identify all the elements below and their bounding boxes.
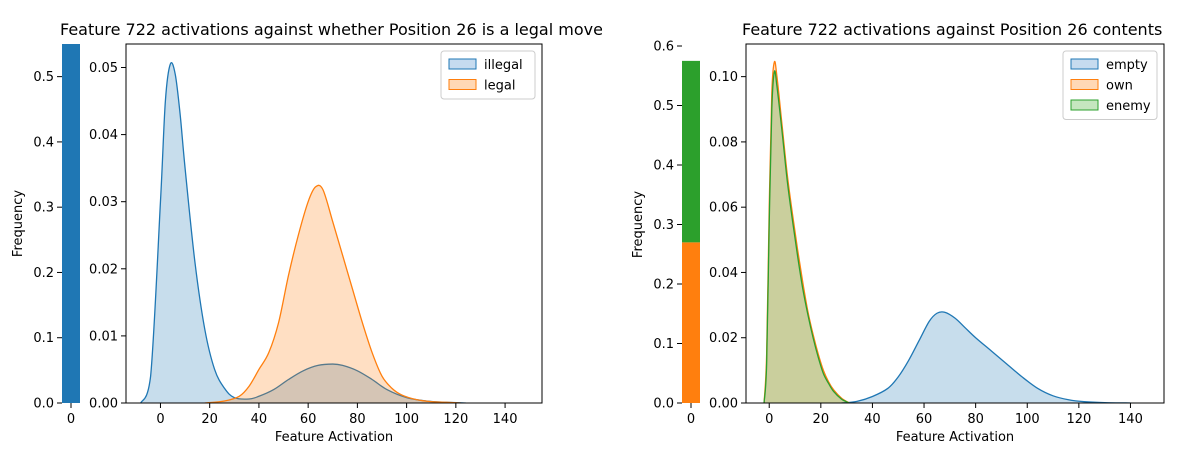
bar-ytick-label: 0.1: [33, 331, 54, 346]
bar-ytick-label: 0.3: [33, 201, 54, 216]
legend-label-legal: legal: [484, 79, 515, 94]
legend-label-enemy: enemy: [1106, 99, 1151, 114]
legend-swatch-enemy: [1070, 99, 1099, 111]
xtick-label: 120: [1066, 412, 1091, 427]
title-group: Feature 722 activations against whether …: [60, 20, 603, 39]
xtick-label: 40: [864, 412, 881, 427]
ytick-label: 0.00: [89, 397, 118, 412]
plot-frame: [125, 43, 543, 404]
ytick-label: 0.04: [89, 128, 118, 143]
bar-xtick-label: 0: [687, 412, 695, 427]
ytick-label: 0.03: [89, 195, 118, 210]
legend-swatch-illegal: [448, 58, 477, 70]
bar-ytick-label: 0.1: [653, 337, 674, 352]
title-group: Feature 722 activations against Position…: [742, 20, 1162, 39]
bar-segment: [62, 44, 80, 403]
bar-ytick-label: 0.5: [33, 70, 54, 85]
bar-ytick-label: 0.0: [653, 397, 674, 412]
series-own-area: [764, 61, 850, 403]
xtick-label: 80: [967, 412, 984, 427]
series-enemy-area: [764, 70, 850, 403]
series-empty-line: [841, 311, 1131, 403]
xtick-label: 140: [493, 412, 518, 427]
x-axis-label: Feature Activation: [896, 430, 1014, 445]
xtick-label: 0: [765, 412, 773, 427]
xtick-label: 100: [394, 412, 419, 427]
bar-ytick-label: 0.4: [33, 135, 54, 150]
bar-ytick-label: 0.3: [653, 218, 674, 233]
ytick-label: 0.10: [709, 70, 738, 85]
bar-segment: [682, 242, 700, 403]
chart-title: Feature 722 activations against whether …: [60, 20, 603, 39]
ytick-label: 0.05: [89, 61, 118, 76]
bar-ytick-label: 0.5: [653, 99, 674, 114]
series-layer: [763, 60, 1131, 403]
xtick-label: 60: [300, 412, 317, 427]
series-enemy-line: [763, 70, 850, 403]
series-legal-area: [204, 185, 461, 403]
xtick-label: 20: [201, 412, 218, 427]
series-layer: [140, 61, 466, 403]
ytick-label: 0.01: [89, 329, 118, 344]
xtick-label: 0: [156, 412, 164, 427]
x-axis-label: Feature Activation: [275, 430, 393, 445]
legend-swatch-own: [1070, 79, 1099, 90]
bar-ytick-label: 0.0: [33, 397, 54, 412]
series-illegal-line: [140, 61, 466, 403]
series-legal-line: [204, 184, 461, 403]
ytick-label: 0.02: [89, 262, 118, 277]
xtick-label: 40: [251, 412, 268, 427]
bar-ytick-label: 0.4: [653, 159, 674, 174]
chart-title: Feature 722 activations against Position…: [742, 20, 1162, 39]
xtick-label: 60: [916, 412, 933, 427]
plot-frame: [745, 43, 1165, 404]
left-chart: 0.0 0.1 0.2 0.3 0.4 0.5 0 0 20 40 60 80 100 120 140 0.0…: [11, 20, 603, 445]
y-axis-label: Frequency: [11, 190, 26, 257]
bar-ytick-label: 0.2: [33, 266, 54, 281]
xtick-label: 80: [349, 412, 366, 427]
xtick-label: 140: [1118, 412, 1143, 427]
xtick-label: 120: [443, 412, 468, 427]
legend-label-empty: empty: [1106, 58, 1148, 73]
legend-swatch-legal: [448, 79, 477, 90]
series-illegal-area: [140, 62, 466, 403]
ytick-label: 0.02: [709, 331, 738, 346]
bar-xtick-label: 0: [67, 412, 75, 427]
xtick-label: 100: [1015, 412, 1040, 427]
legend-label-own: own: [1106, 79, 1133, 94]
legend-label-illegal: illegal: [484, 58, 523, 73]
ytick-label: 0.04: [709, 266, 738, 281]
bar-ytick-label: 0.2: [653, 278, 674, 293]
ytick-label: 0.08: [709, 135, 738, 150]
series-empty-area: [841, 311, 1131, 403]
right-chart: 0.0 0.1 0.2 0.3 0.4 0.5 0.6 0 0 20 40 60 80 100 120 140…: [631, 20, 1165, 445]
xtick-label: 20: [813, 412, 830, 427]
ytick-label: 0.06: [709, 201, 738, 216]
y-axis-label: Frequency: [631, 191, 646, 258]
legend-swatch-empty: [1070, 58, 1099, 70]
ytick-label: 0.00: [709, 397, 738, 412]
bar-ytick-label: 0.6: [653, 40, 674, 55]
bar-segment: [682, 60, 700, 243]
